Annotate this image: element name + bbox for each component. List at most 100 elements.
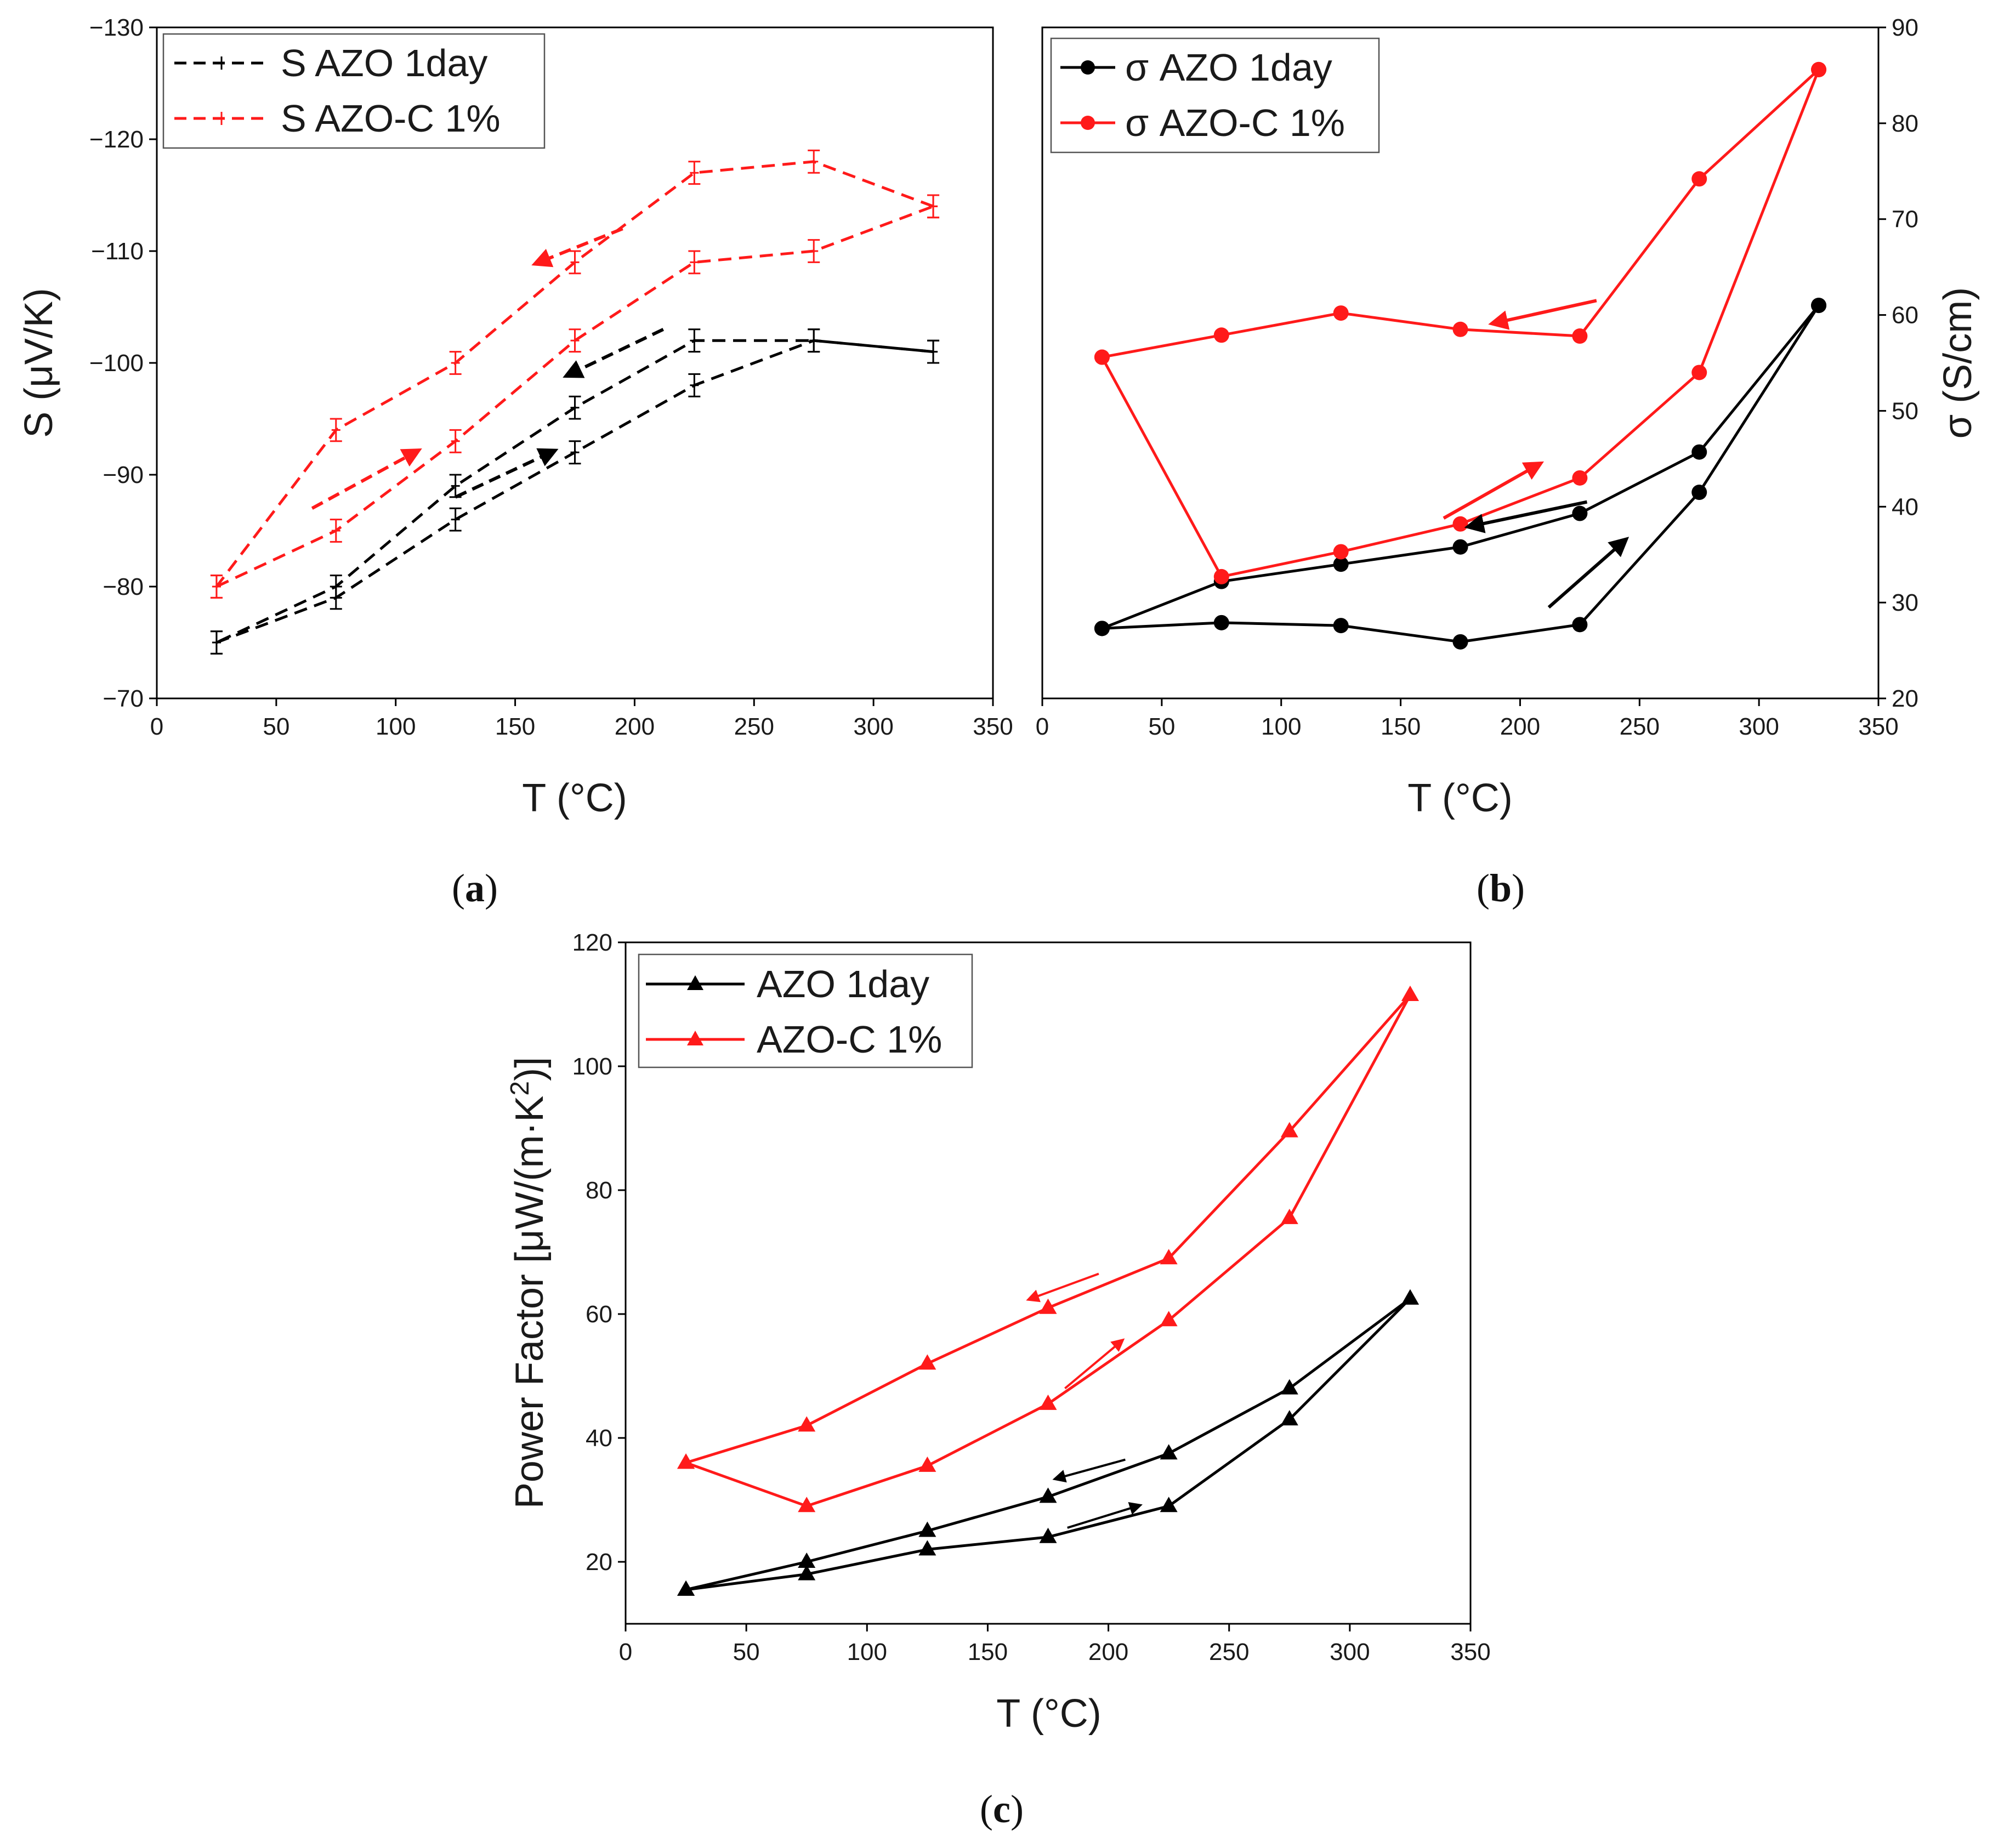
chart-a-ticks: 0 50 100 150 200 250 300 350 −70 −80 −90 −100 −110 −1…: [89, 14, 1013, 740]
chart-a-data-layer: [210, 149, 940, 655]
chart-b-xtick-label: 250: [1620, 713, 1660, 740]
chart-a-ytick-label: −120: [89, 126, 144, 153]
chart-c-ylabel-sup: 2: [506, 1081, 535, 1096]
chart-c-point: [798, 1565, 816, 1580]
panel-label-b-letter: b: [1490, 866, 1512, 910]
chart-a-ytick-label: −70: [103, 685, 144, 712]
chart-b-xtick-label: 350: [1858, 713, 1898, 740]
chart-c-point: [1039, 1527, 1057, 1543]
chart-b-point: [1213, 615, 1229, 630]
chart-b-series-line: [1102, 304, 1820, 630]
chart-b-ytick-label: 80: [1892, 110, 1918, 137]
chart-c-point: [1160, 1497, 1178, 1512]
chart-c-point: [1280, 1208, 1298, 1224]
chart-a-ytick-label: −100: [89, 350, 144, 377]
chart-b-point: [1811, 61, 1827, 77]
chart-a-ytick-label: −130: [89, 14, 144, 41]
chart-c-xtick-label: 200: [1088, 1639, 1128, 1665]
chart-c-point: [677, 1453, 695, 1469]
chart-c-xtick-label: 150: [968, 1639, 1008, 1665]
chart-c-ytick-label: 40: [586, 1425, 612, 1452]
chart-b-series-line: [1102, 304, 1820, 644]
chart-b-ylabel: σ (S/cm): [1936, 287, 1980, 439]
chart-c-data-layer: [677, 986, 1419, 1596]
panel-label-c: (c): [980, 1787, 1024, 1831]
chart-a-legend-box: [162, 33, 546, 149]
chart-b-point: [1452, 634, 1468, 650]
chart-c-point: [918, 1521, 936, 1537]
chart-a-direction-arrow: [311, 448, 422, 510]
chart-b-point: [1691, 171, 1707, 187]
chart-c-xtick-label: 250: [1209, 1639, 1249, 1665]
chart-b-ytick-label: 20: [1892, 685, 1918, 712]
chart-b-data-layer: [1094, 61, 1827, 650]
chart-b-point: [1213, 568, 1229, 584]
chart-b-point: [1333, 544, 1349, 560]
chart-a-ytick-label: −80: [103, 573, 144, 600]
chart-a-xtick-label: 100: [376, 713, 416, 740]
chart-b-point: [1572, 328, 1588, 344]
chart-b-point: [1333, 618, 1349, 634]
chart-a-series-line: [216, 339, 934, 644]
chart-c-xlabel: T (°C): [996, 1692, 1101, 1736]
chart-b-xtick-label: 300: [1739, 713, 1779, 740]
chart-a-xtick-label: 50: [263, 713, 289, 740]
chart-a-legend: S AZO 1day S AZO-C 1%: [162, 33, 546, 149]
chart-c-point: [1280, 1379, 1298, 1395]
chart-c-xtick-label: 0: [619, 1639, 632, 1665]
chart-b-point: [1691, 444, 1707, 460]
chart-c-ylabel-suffix: )]: [508, 1057, 552, 1081]
chart-c-point: [798, 1416, 816, 1432]
chart-b-ytick-label: 70: [1892, 206, 1918, 233]
chart-a-xtick-label: 150: [495, 713, 535, 740]
chart-b-point: [1691, 365, 1707, 380]
chart-c-series-line: [685, 1297, 1411, 1591]
chart-b-legend-marker-azoc: [1081, 116, 1095, 130]
chart-c-xtick-label: 100: [847, 1639, 887, 1665]
chart-a-legend-entry-azoc: S AZO-C 1%: [281, 97, 501, 140]
chart-c-legend-marker-azo: [687, 975, 703, 990]
panel-label-b: (b): [1477, 866, 1525, 910]
chart-b-point: [1213, 327, 1229, 343]
panel-label-c-close: ): [1010, 1787, 1024, 1831]
chart-b-xtick-label: 150: [1381, 713, 1421, 740]
chart-c-point: [1039, 1487, 1057, 1503]
chart-b-direction-arrow: [1443, 461, 1544, 520]
chart-c-legend-entry-azoc: AZO-C 1%: [757, 1018, 942, 1061]
chart-c-direction-arrow: [1026, 1272, 1099, 1303]
chart-c-direction-arrow: [1064, 1338, 1125, 1390]
chart-c-direction-arrow: [1067, 1502, 1143, 1529]
chart-b-xtick-label: 50: [1148, 713, 1175, 740]
chart-b-ytick-label: 90: [1892, 14, 1918, 41]
chart-c-ytick-label: 60: [586, 1301, 612, 1328]
chart-b-frame: [1041, 26, 1880, 700]
chart-b-point: [1572, 470, 1588, 486]
chart-a-xlabel: T (°C): [522, 776, 627, 820]
chart-c-point: [1280, 1122, 1298, 1138]
chart-c-xtick-label: 300: [1330, 1639, 1370, 1665]
chart-c-frame: [625, 941, 1472, 1625]
chart-c-xtick-label: 350: [1450, 1639, 1490, 1665]
chart-c-ylabel-prefix: Power Factor [μW/(m·K: [508, 1096, 552, 1509]
chart-a-series-line: [215, 160, 934, 588]
chart-a-direction-arrow: [563, 328, 665, 378]
panel-label-c-letter: c: [993, 1787, 1010, 1831]
chart-c-ytick-label: 20: [586, 1549, 612, 1576]
chart-b-point: [1572, 505, 1588, 521]
chart-c-point: [1039, 1298, 1057, 1314]
chart-c-point: [1401, 1289, 1419, 1305]
panel-label-a: (a): [452, 866, 498, 910]
chart-a-ytick-label: −110: [91, 238, 144, 265]
chart-b-point: [1333, 305, 1349, 321]
chart-b-legend-marker-azo: [1081, 60, 1095, 75]
chart-c-legend-entry-azo: AZO 1day: [757, 963, 929, 1005]
chart-b-legend: σ AZO 1day σ AZO-C 1%: [1050, 37, 1380, 153]
chart-b-direction-arrow: [1547, 537, 1630, 609]
chart-a-ylabel: S (μV/K): [17, 288, 61, 438]
chart-c-point: [1160, 1311, 1178, 1327]
chart-c-xtick-label: 50: [733, 1639, 760, 1665]
chart-b-legend-entry-azoc: σ AZO-C 1%: [1125, 101, 1345, 144]
chart-b-direction-arrow: [1488, 299, 1597, 330]
